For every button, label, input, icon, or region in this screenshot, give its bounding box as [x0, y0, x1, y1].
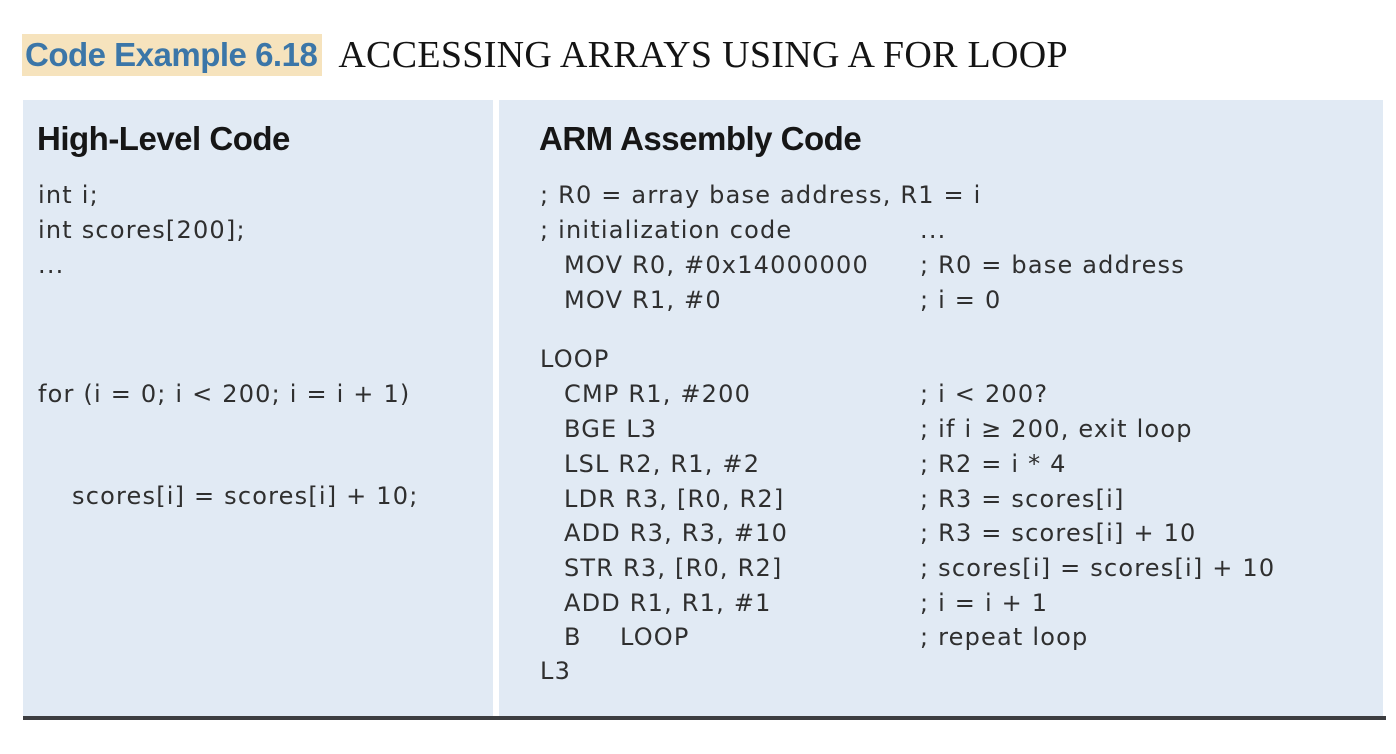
- asm-label: LOOP: [540, 345, 610, 373]
- asm-comment: ; if i ≥ 200, exit loop: [920, 415, 1193, 443]
- asm-comment-line: ; R0 = array base address, R1 = i: [540, 181, 982, 209]
- hl-code-line: scores[i] = scores[i] + 10;: [72, 482, 419, 510]
- asm-instruction: ADD R3, R3, #10: [564, 519, 789, 547]
- bottom-rule: [23, 716, 1386, 720]
- asm-instruction: MOV R0, #0x14000000: [564, 251, 869, 279]
- high-level-code-panel: [23, 100, 493, 716]
- asm-instruction: BGE L3: [564, 415, 658, 443]
- hl-code-line: for (i = 0; i < 200; i = i + 1): [38, 380, 411, 408]
- asm-instruction: B: [564, 623, 582, 651]
- asm-comment: ; R2 = i * 4: [920, 450, 1067, 478]
- asm-comment: ...: [920, 216, 947, 244]
- asm-comment: ; repeat loop: [920, 623, 1089, 651]
- asm-instruction: MOV R1, #0: [564, 286, 722, 314]
- asm-comment: ; scores[i] = scores[i] + 10: [920, 554, 1276, 582]
- asm-comment-line: ; initialization code: [540, 216, 793, 244]
- asm-label: L3: [540, 657, 572, 685]
- asm-comment: ; i < 200?: [920, 380, 1049, 408]
- asm-comment: ; i = i + 1: [920, 589, 1049, 617]
- code-example-title: Code Example 6.18 ACCESSING ARRAYS USING…: [22, 34, 1068, 76]
- arm-assembly-code-heading: ARM Assembly Code: [539, 120, 862, 157]
- hl-code-line: int scores[200];: [38, 216, 246, 244]
- hl-code-line: ...: [38, 251, 65, 279]
- code-example-heading: ACCESSING ARRAYS USING A FOR LOOP: [338, 34, 1068, 76]
- asm-branch-target: LOOP: [620, 623, 690, 651]
- arm-assembly-code-panel: [499, 100, 1383, 716]
- asm-instruction: CMP R1, #200: [564, 380, 752, 408]
- asm-instruction: LSL R2, R1, #2: [564, 450, 761, 478]
- hl-code-line: int i;: [38, 181, 99, 209]
- asm-comment: ; R3 = scores[i] + 10: [920, 519, 1197, 547]
- asm-comment: ; R0 = base address: [920, 251, 1185, 279]
- high-level-code-heading: High-Level Code: [37, 120, 290, 157]
- asm-comment: ; i = 0: [920, 286, 1002, 314]
- asm-comment: ; R3 = scores[i]: [920, 485, 1125, 513]
- asm-instruction: STR R3, [R0, R2]: [564, 554, 783, 582]
- asm-instruction: ADD R1, R1, #1: [564, 589, 772, 617]
- asm-instruction: LDR R3, [R0, R2]: [564, 485, 785, 513]
- code-example-label: Code Example 6.18: [22, 34, 323, 76]
